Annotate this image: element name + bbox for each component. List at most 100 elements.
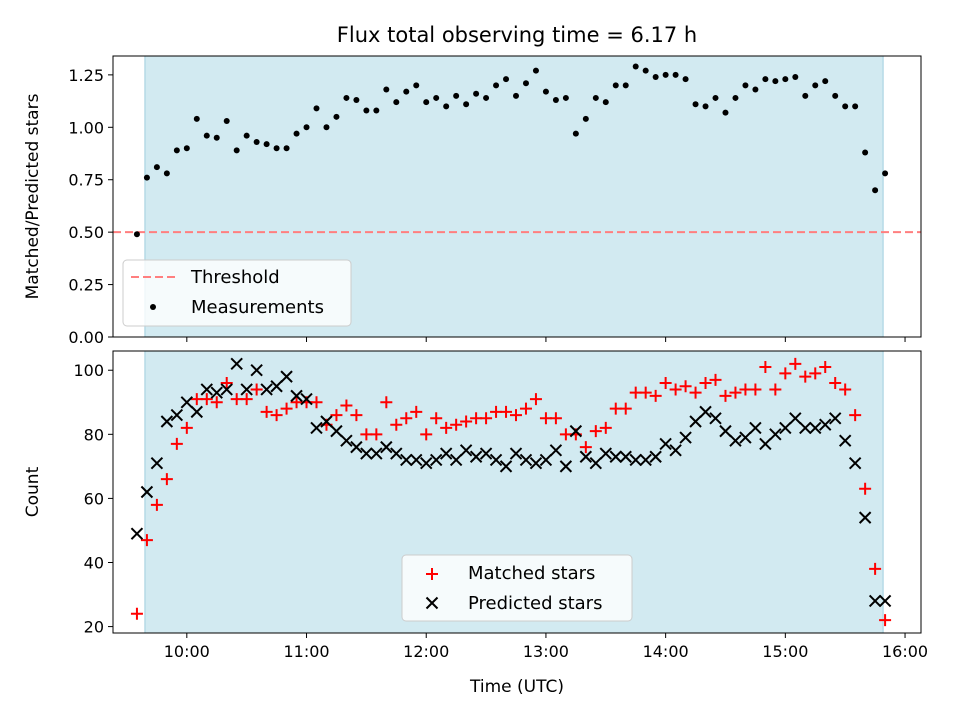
data-point bbox=[483, 94, 490, 101]
data-point bbox=[599, 447, 612, 460]
data-point bbox=[602, 99, 609, 106]
y-tick-label: 0.75 bbox=[68, 171, 104, 190]
data-point bbox=[549, 412, 562, 425]
data-point bbox=[433, 94, 440, 101]
data-point bbox=[659, 437, 672, 451]
data-point bbox=[589, 425, 602, 438]
data-point bbox=[799, 421, 812, 435]
data-point bbox=[879, 614, 892, 627]
data-point bbox=[320, 415, 333, 428]
legend-box bbox=[401, 554, 633, 622]
data-point bbox=[243, 132, 250, 139]
data-point bbox=[682, 76, 689, 83]
x-tick-label: 13:00 bbox=[523, 642, 569, 661]
data-point bbox=[140, 485, 154, 499]
data-point bbox=[809, 421, 822, 435]
data-point bbox=[313, 105, 320, 112]
data-point bbox=[410, 405, 423, 418]
data-point bbox=[772, 78, 779, 85]
data-point bbox=[360, 447, 373, 460]
top-panel: Flux total observing time = 6.17 h 0.00 0.… bbox=[23, 23, 922, 347]
data-point bbox=[250, 383, 263, 396]
data-point bbox=[689, 386, 702, 399]
data-point bbox=[529, 393, 542, 406]
data-point bbox=[639, 386, 652, 399]
data-point bbox=[503, 76, 510, 83]
data-point bbox=[280, 370, 293, 383]
legend: Threshold Measurements bbox=[122, 259, 352, 327]
data-point bbox=[669, 383, 682, 396]
data-point bbox=[133, 231, 140, 238]
data-point bbox=[510, 409, 523, 422]
data-point bbox=[200, 383, 213, 396]
data-point bbox=[569, 424, 583, 438]
data-point bbox=[749, 383, 762, 396]
data-point bbox=[689, 415, 702, 428]
data-point bbox=[702, 103, 709, 110]
axes-frame bbox=[112, 350, 922, 634]
data-point bbox=[393, 99, 400, 106]
data-point bbox=[400, 453, 413, 467]
data-point bbox=[333, 113, 340, 120]
data-point bbox=[340, 434, 353, 447]
data-point bbox=[130, 527, 144, 540]
data-point bbox=[150, 498, 163, 511]
data-point bbox=[463, 101, 470, 108]
y-tick-label: 100 bbox=[73, 361, 104, 380]
data-point bbox=[160, 415, 174, 428]
data-point bbox=[260, 405, 273, 418]
data-point bbox=[642, 67, 649, 74]
data-point bbox=[363, 107, 370, 114]
data-point bbox=[699, 405, 712, 419]
data-point bbox=[420, 456, 433, 470]
data-point bbox=[819, 418, 832, 431]
data-point bbox=[453, 92, 460, 99]
data-point bbox=[759, 361, 772, 374]
data-point bbox=[769, 383, 782, 396]
data-point bbox=[449, 453, 463, 467]
data-point bbox=[619, 450, 632, 463]
data-point bbox=[473, 90, 480, 97]
data-point bbox=[622, 82, 629, 89]
data-point bbox=[592, 94, 599, 101]
data-point bbox=[669, 444, 682, 457]
data-point bbox=[712, 94, 719, 101]
data-point bbox=[542, 88, 549, 95]
legend-matched-swatch bbox=[426, 568, 438, 580]
data-point bbox=[822, 78, 829, 85]
data-point bbox=[153, 164, 160, 171]
data-point bbox=[789, 357, 802, 370]
data-point bbox=[240, 383, 253, 396]
data-point bbox=[260, 383, 273, 396]
data-point bbox=[838, 434, 852, 447]
data-point bbox=[183, 145, 190, 152]
data-point bbox=[469, 450, 483, 463]
data-point bbox=[210, 386, 223, 399]
data-point bbox=[742, 82, 749, 89]
data-point bbox=[878, 594, 892, 608]
data-point bbox=[280, 402, 293, 415]
data-point bbox=[819, 361, 832, 374]
x-tick-label: 11:00 bbox=[283, 642, 329, 661]
data-point bbox=[759, 437, 772, 451]
data-point bbox=[722, 109, 729, 116]
data-point bbox=[749, 421, 762, 435]
data-point bbox=[233, 147, 240, 154]
data-point bbox=[130, 607, 143, 620]
data-point bbox=[420, 428, 433, 441]
data-point bbox=[370, 428, 383, 441]
data-point bbox=[330, 424, 343, 438]
data-point bbox=[719, 389, 732, 402]
data-point bbox=[220, 377, 233, 390]
y-tick-label: 1.00 bbox=[68, 118, 104, 137]
data-point bbox=[859, 482, 872, 495]
data-point bbox=[849, 409, 862, 422]
data-point bbox=[460, 415, 473, 428]
data-point bbox=[649, 450, 662, 463]
data-point bbox=[869, 562, 882, 575]
data-point bbox=[459, 444, 473, 457]
data-point bbox=[802, 92, 809, 99]
data-point bbox=[230, 357, 243, 371]
y-tick-label: 1.25 bbox=[68, 66, 104, 85]
